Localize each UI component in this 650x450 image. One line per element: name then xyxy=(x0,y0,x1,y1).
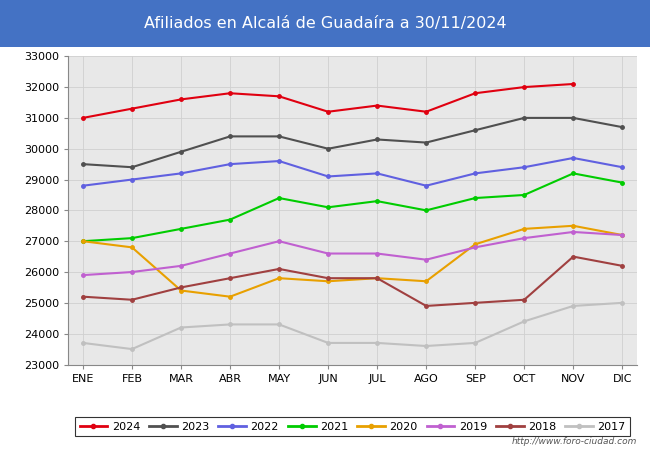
Legend: 2024, 2023, 2022, 2021, 2020, 2019, 2018, 2017: 2024, 2023, 2022, 2021, 2020, 2019, 2018… xyxy=(75,417,630,436)
Text: Afiliados en Alcalá de Guadaíra a 30/11/2024: Afiliados en Alcalá de Guadaíra a 30/11/… xyxy=(144,16,506,31)
Text: http://www.foro-ciudad.com: http://www.foro-ciudad.com xyxy=(512,436,637,446)
